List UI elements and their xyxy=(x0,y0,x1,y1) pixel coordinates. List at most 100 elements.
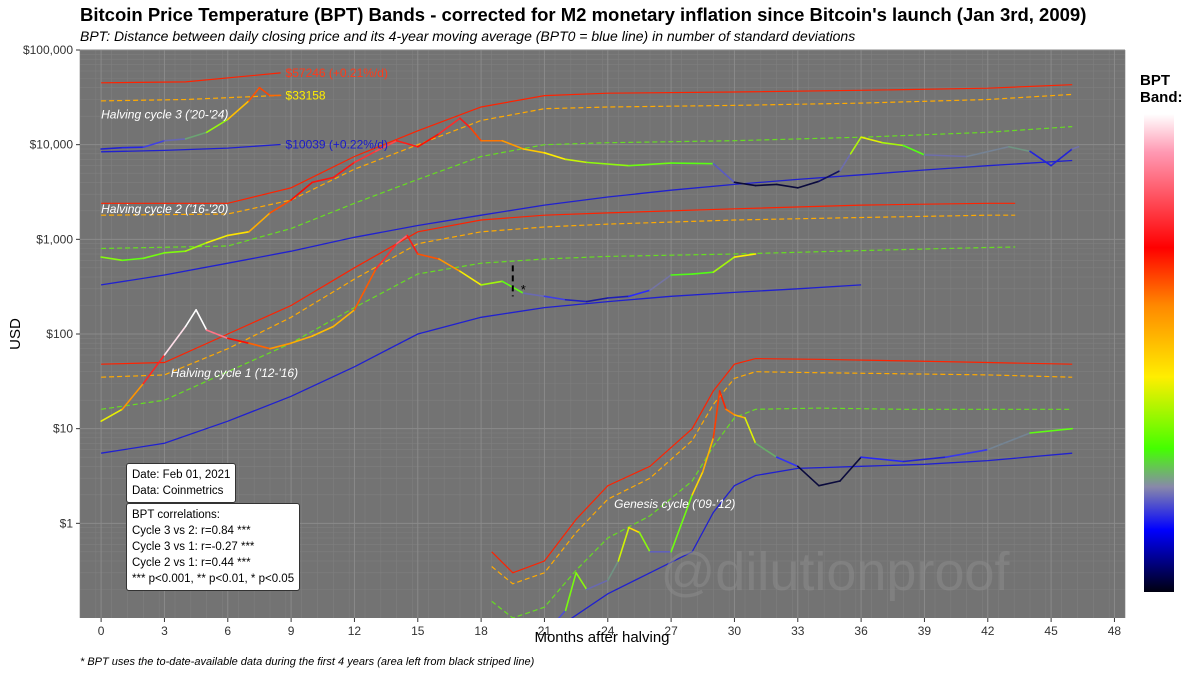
y-tick-label: $10 xyxy=(53,422,73,436)
band-line-6 xyxy=(101,93,1073,216)
price-segment xyxy=(543,295,567,301)
price-segment xyxy=(1029,427,1074,434)
price-segment xyxy=(881,141,905,147)
price-segment xyxy=(796,465,820,487)
price-segment xyxy=(670,273,694,276)
price-segment xyxy=(416,253,440,260)
price-segment xyxy=(522,292,546,298)
price-segment xyxy=(860,136,884,144)
price-segment xyxy=(839,153,852,172)
price-segment xyxy=(248,212,271,233)
price-segment xyxy=(628,162,672,167)
correlation-line: Cycle 2 vs 1: r=0.44 *** xyxy=(132,557,251,569)
price-segment xyxy=(311,325,335,337)
price-segment xyxy=(438,258,461,273)
x-tick-label: 48 xyxy=(1108,624,1122,638)
correlations-box: BPT correlations: Cycle 3 vs 2: r=0.84 *… xyxy=(126,503,301,591)
price-segment xyxy=(269,199,292,214)
price-segment xyxy=(944,448,989,458)
y-tick-label: $100,000 xyxy=(23,43,73,57)
price-segment xyxy=(1029,150,1052,167)
price-segment xyxy=(205,234,229,244)
band-line-3 xyxy=(101,126,1073,250)
price-segment xyxy=(184,131,208,140)
bpt0-line xyxy=(100,284,862,454)
x-tick-label: 12 xyxy=(348,624,362,638)
price-segment xyxy=(902,456,947,463)
price-segment xyxy=(395,234,409,245)
price-segment xyxy=(492,627,503,639)
x-tick-label: 45 xyxy=(1044,624,1058,638)
correlation-line: Cycle 3 vs 1: r=-0.27 *** xyxy=(132,541,255,553)
price-segment xyxy=(1008,145,1031,153)
x-tick-label: 30 xyxy=(728,624,742,638)
cycle-label: Genesis cycle ('09-'12) xyxy=(614,497,735,511)
x-tick-label: 36 xyxy=(854,624,868,638)
cycle-label: Halving cycle 3 ('20-'24) xyxy=(101,107,228,121)
price-segment xyxy=(269,342,292,350)
price-segment xyxy=(226,100,250,121)
price-segment xyxy=(163,250,187,254)
price-segment xyxy=(796,180,820,189)
price-segment xyxy=(121,382,145,411)
x-tick-label: 42 xyxy=(981,624,995,638)
price-segment xyxy=(638,531,651,553)
band-mid-annotation: $33158 xyxy=(286,88,326,102)
price-segment xyxy=(459,117,472,129)
price-segment xyxy=(100,146,124,150)
price-segment xyxy=(1071,145,1080,150)
price-segment xyxy=(744,417,757,445)
price-segment xyxy=(860,456,905,463)
band-line-8 xyxy=(101,84,1073,204)
price-segment xyxy=(248,86,261,102)
price-segment xyxy=(754,442,778,458)
price-segment xyxy=(733,414,746,419)
band-line-6 xyxy=(491,371,1073,585)
price-segment xyxy=(480,280,504,286)
price-segment xyxy=(332,161,356,179)
significance-legend: *** p<0.001, ** p<0.01, * p<0.05 xyxy=(132,573,295,585)
x-tick-label: 6 xyxy=(224,624,231,638)
price-segment xyxy=(564,572,577,612)
correlation-line: Cycle 3 vs 2: r=0.84 *** xyxy=(132,525,251,537)
price-segment xyxy=(311,176,335,184)
price-segment xyxy=(670,162,715,165)
price-segment xyxy=(438,117,461,135)
price-segment xyxy=(606,295,630,299)
info-date: Date: Feb 01, 2021 xyxy=(132,469,231,481)
info-source: Data: Coinmetrics xyxy=(132,485,224,497)
footnote: * BPT uses the to-date-available data du… xyxy=(80,656,535,668)
series xyxy=(100,72,1080,639)
band-line-8 xyxy=(101,202,1016,365)
price-segment xyxy=(501,139,525,150)
price-segment xyxy=(142,252,166,260)
legend-title-line: Band: xyxy=(1140,89,1183,106)
x-tick-label: 27 xyxy=(664,624,678,638)
x-tick-label: 24 xyxy=(601,624,615,638)
price-segment xyxy=(564,298,588,303)
price-segment xyxy=(226,337,250,344)
price-segment xyxy=(775,183,799,189)
chart-subtitle: BPT: Distance between daily closing pric… xyxy=(80,28,856,44)
band-line-3 xyxy=(491,407,1073,618)
price-segment xyxy=(701,437,715,473)
price-segment xyxy=(649,274,672,292)
price-segment xyxy=(121,257,145,262)
bpt0-line xyxy=(570,452,1073,618)
x-axis-title: Months after halving xyxy=(534,629,669,646)
price-segment xyxy=(374,242,398,271)
cycle-label: Halving cycle 1 ('12-'16) xyxy=(171,366,298,380)
price-segment xyxy=(142,354,166,385)
price-segment xyxy=(353,268,377,311)
price-segment xyxy=(575,572,588,591)
price-segment xyxy=(965,145,1010,158)
y-tick-label: $1 xyxy=(60,516,74,530)
band-line-6 xyxy=(101,94,281,102)
price-segment xyxy=(205,118,229,134)
x-tick-label: 33 xyxy=(791,624,805,638)
price-segment xyxy=(718,390,727,411)
x-tick-label: 9 xyxy=(288,624,295,638)
price-segment xyxy=(142,139,166,149)
price-segment xyxy=(849,136,862,155)
band-line-8 xyxy=(101,72,281,84)
